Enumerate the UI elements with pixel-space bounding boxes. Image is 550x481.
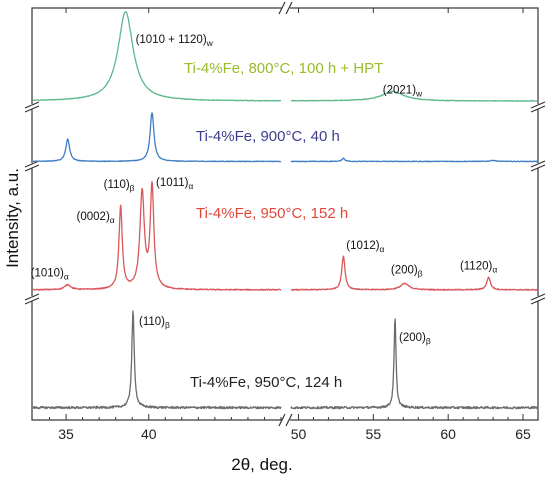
series-line-3	[290, 255, 539, 291]
x-break-gap	[282, 4, 290, 12]
x-tick-label: 55	[366, 426, 382, 442]
series-line-4	[290, 318, 539, 410]
peak-label: (2021)w	[383, 85, 423, 99]
y-break-gap	[27, 163, 37, 168]
series-line-1	[32, 11, 282, 102]
peak-label: (0002)α	[77, 211, 115, 225]
label-layer: Ti-4%Fe, 800°C, 100 h + HPT (1010 + 1120)…	[31, 34, 498, 391]
peak-label: (200)β	[399, 332, 431, 346]
y-break-mark	[24, 101, 40, 113]
y-break-mark	[24, 293, 40, 305]
peak-label: (1010 + 1120)w	[136, 34, 214, 48]
peak-label: (110)β	[104, 179, 135, 193]
x-break-mark	[278, 1, 293, 15]
y-axis-title: Intensity, a.u.	[3, 168, 22, 268]
y-break-mark	[24, 160, 40, 172]
y-break-mark	[530, 293, 546, 305]
x-ticks: 35 40 50 55 60 65	[49, 8, 539, 442]
y-break-gap	[533, 296, 543, 301]
series-line-2	[290, 157, 539, 163]
series-layer	[32, 11, 539, 410]
y-break-gap	[533, 163, 543, 168]
series-line-2	[32, 112, 282, 163]
series-line-3	[32, 181, 282, 291]
series-label-1: Ti-4%Fe, 800°C, 100 h + HPT	[184, 60, 383, 77]
series-label-4: Ti-4%Fe, 950°C, 124 h	[190, 374, 342, 391]
x-tick-label: 50	[291, 426, 307, 442]
peak-label: (1120)α	[460, 260, 497, 274]
x-break-gap	[282, 416, 290, 424]
y-break-gap	[27, 296, 37, 301]
peak-label: (1012)α	[346, 240, 384, 254]
x-tick-label: 65	[515, 426, 531, 442]
y-break-gap	[27, 104, 37, 109]
y-break-mark	[530, 101, 546, 113]
x-tick-label: 60	[440, 426, 456, 442]
x-axis-title: 2θ, deg.	[231, 455, 292, 474]
series-line-4	[32, 310, 282, 410]
x-tick-label: 35	[58, 426, 74, 442]
y-break-gap	[533, 104, 543, 109]
peak-label: (1010)α	[31, 268, 69, 282]
x-tick-label: 40	[141, 426, 157, 442]
series-label-3: Ti-4%Fe, 950°C, 152 h	[196, 205, 348, 222]
x-break-mark	[278, 413, 293, 427]
series-label-2: Ti-4%Fe, 900°C, 40 h	[196, 128, 340, 145]
series-line-1	[290, 90, 539, 102]
peak-label: (110)β	[139, 316, 170, 330]
y-break-mark	[530, 160, 546, 172]
plot-frame	[24, 1, 546, 427]
peak-label: (1011)α	[156, 177, 193, 191]
peak-label: (200)β	[391, 265, 423, 279]
